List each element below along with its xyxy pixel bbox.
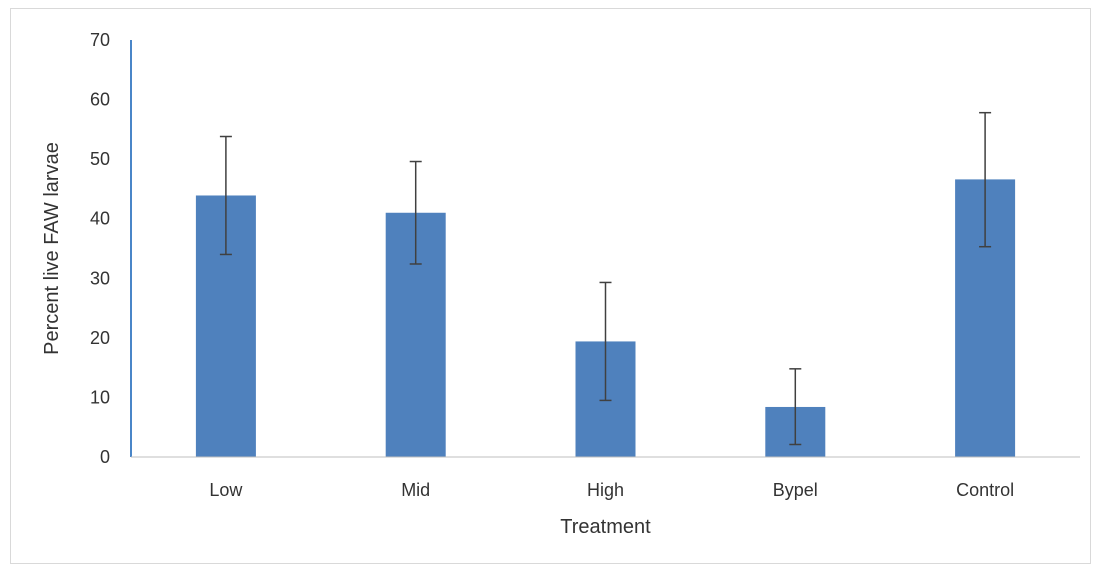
y-tick-label: 30 (90, 268, 110, 288)
x-tick-labels: Low Mid High Bypel Control (209, 480, 1014, 500)
error-bar-mid (409, 160, 422, 265)
x-axis-title: Treatment (560, 516, 651, 538)
y-tick-label: 40 (90, 209, 110, 229)
y-tick-label: 20 (90, 328, 110, 348)
x-tick-label-control: Control (956, 480, 1014, 500)
error-bars (219, 111, 992, 446)
error-bar-bypel (789, 368, 802, 446)
x-tick-label-bypel: Bypel (773, 480, 818, 500)
y-axis-title: Percent live FAW larvae (41, 142, 63, 355)
y-tick-label: 70 (90, 30, 110, 50)
error-bar-low (219, 135, 232, 256)
y-tick-label: 60 (90, 90, 110, 110)
y-tick-label: 10 (90, 387, 110, 407)
error-bar-control (979, 111, 992, 248)
x-tick-label-high: High (587, 480, 624, 500)
x-tick-label-mid: Mid (401, 480, 430, 500)
x-tick-label-low: Low (209, 480, 243, 500)
error-bar-high (599, 281, 612, 402)
chart-frame (10, 8, 1091, 564)
y-tick-label: 0 (100, 447, 110, 467)
y-tick-labels: 0 10 20 30 40 50 60 70 (90, 30, 110, 467)
y-tick-label: 50 (90, 149, 110, 169)
